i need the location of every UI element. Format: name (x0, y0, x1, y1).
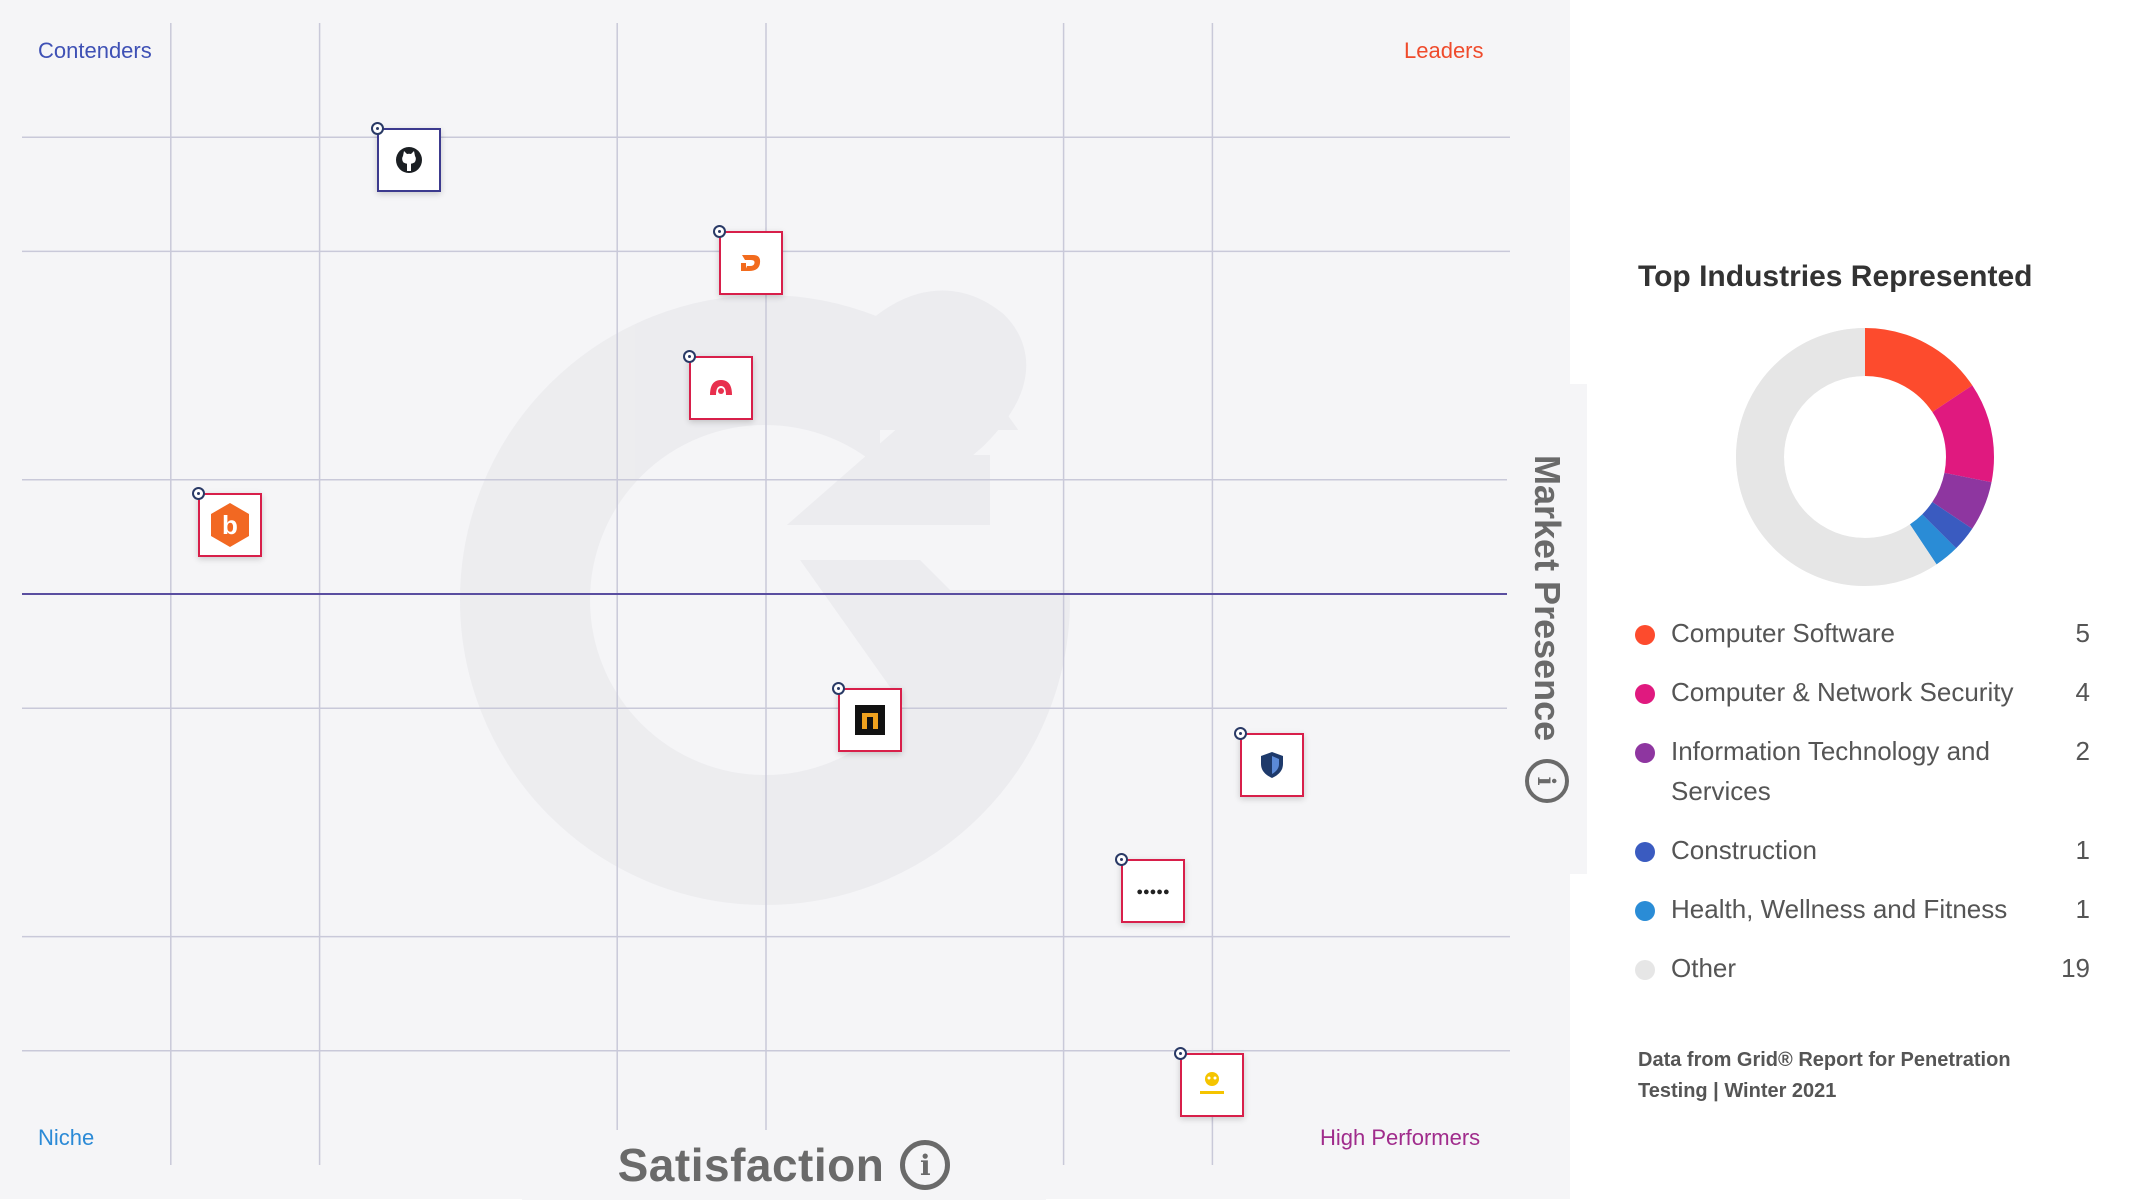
legend-swatch (1635, 901, 1655, 921)
svg-text:b: b (222, 510, 238, 540)
product-marker-pin[interactable] (1174, 1047, 1188, 1061)
x-axis-title: Satisfaction (617, 1139, 885, 1191)
legend-swatch (1635, 743, 1655, 763)
legend-item[interactable]: Information Technology and Services 2 (1635, 736, 2090, 811)
svg-text:●●●●●: ●●●●● (1136, 886, 1169, 898)
product-marker[interactable] (838, 687, 903, 752)
product-marker[interactable] (719, 230, 784, 295)
product-marker-pin[interactable] (1114, 852, 1128, 866)
github-icon (393, 144, 425, 176)
legend-count: 1 (2075, 894, 2090, 924)
quadrant-label-niche: Niche (38, 1125, 95, 1150)
product-marker-pin[interactable] (713, 224, 727, 238)
quadrant-label-contenders: Contenders (38, 38, 152, 63)
legend-label: Construction (1671, 835, 1817, 865)
quadrant-label-high-performers: High Performers (1320, 1125, 1481, 1150)
legend-count: 5 (2075, 618, 2090, 648)
legend-count: 1 (2075, 835, 2090, 865)
legend-item[interactable]: Computer Software 5 (1635, 618, 2090, 653)
x-axis-label: Satisfaction i (522, 1130, 1046, 1200)
industries-title: Top Industries Represented (1638, 260, 2033, 293)
legend-swatch (1635, 684, 1655, 704)
product-marker[interactable]: b (198, 493, 263, 558)
grid-panel: Contenders Leaders Niche High Performers… (20, 21, 1569, 1200)
product-marker[interactable] (1239, 733, 1304, 798)
industries-legend: Computer Software 5 Computer & Network Sec… (1635, 618, 2090, 1014)
quadrant-label-leaders: Leaders (1404, 38, 1484, 63)
product-marker[interactable] (689, 356, 754, 421)
donut-slice[interactable] (1736, 328, 1994, 586)
product-marker[interactable]: ●●●●● (1120, 858, 1185, 923)
legend-label: Computer & Network Security (1671, 677, 2014, 707)
product-marker-pin[interactable] (192, 487, 206, 501)
legend-label: Information Technology and Services (1671, 736, 1990, 806)
legend-swatch (1635, 842, 1655, 862)
y-axis-title: Market Presence (1527, 454, 1568, 742)
grid-plot (20, 21, 1544, 1192)
dark-square-logo-icon (855, 704, 886, 735)
wordmark-logo-icon: ●●●●● (1128, 881, 1178, 901)
legend-label: Computer Software (1671, 618, 1895, 648)
product-marker-pin[interactable] (832, 681, 846, 695)
industries-donut-chart (1736, 328, 1994, 586)
legend-label: Health, Wellness and Fitness (1671, 894, 2008, 924)
legend-item[interactable]: Other 19 (1635, 953, 2090, 988)
legend-swatch (1635, 625, 1655, 645)
product-marker-pin[interactable] (683, 350, 697, 364)
product-marker-pin[interactable] (370, 122, 384, 136)
info-icon[interactable]: i (1525, 759, 1569, 804)
legend-item[interactable]: Construction 1 (1635, 835, 2090, 870)
product-marker[interactable] (1180, 1053, 1245, 1118)
y-axis-label: Market Presence i (1507, 384, 1587, 874)
legend-count: 2 (2075, 736, 2090, 766)
donut-slice[interactable] (1736, 328, 1994, 586)
product-marker[interactable] (376, 128, 441, 193)
bugcrowd-b-hexagon-icon: b (206, 501, 254, 549)
legend-label: Other (1671, 953, 1737, 983)
source-note: Data from Grid® Report for Penetration T… (1638, 1049, 2011, 1102)
legend-item[interactable]: Health, Wellness and Fitness 1 (1635, 894, 2090, 929)
product-marker-pin[interactable] (1233, 727, 1247, 741)
legend-count: 4 (2075, 677, 2090, 707)
intruder-logo-icon (1192, 1065, 1232, 1105)
legend-item[interactable]: Computer & Network Security 4 (1635, 677, 2090, 712)
legend-swatch (1635, 960, 1655, 980)
orange-d-logo-icon (735, 247, 767, 279)
legend-count: 19 (2061, 953, 2090, 983)
info-icon[interactable]: i (900, 1140, 951, 1190)
blue-shield-icon (1256, 749, 1288, 781)
red-arch-logo-icon (705, 372, 737, 404)
g2-watermark (460, 290, 1100, 905)
industries-panel: Top Industries Represented Computer Soft… (1585, 240, 2115, 1140)
